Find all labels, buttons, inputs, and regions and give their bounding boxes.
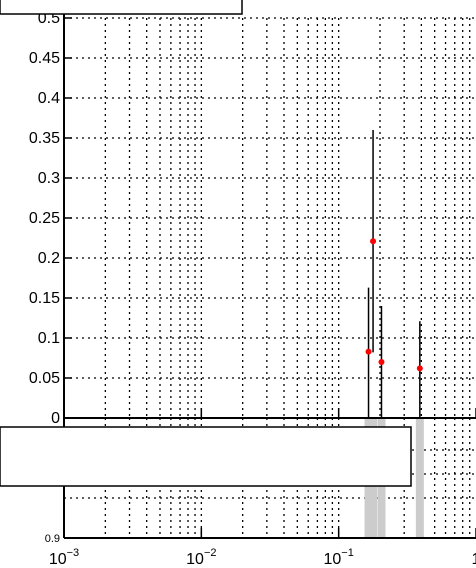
top-left-box bbox=[0, 0, 243, 15]
x-tick-label: 10−3 bbox=[49, 547, 79, 568]
x-tick-label: 10−2 bbox=[186, 547, 216, 568]
y-tick-label: 0 bbox=[51, 410, 60, 427]
legend-box bbox=[0, 426, 412, 487]
top-grid bbox=[64, 17, 476, 418]
data-point bbox=[370, 238, 377, 245]
data-point bbox=[365, 348, 372, 355]
y-tick-label: 0.9 bbox=[45, 533, 60, 545]
y-tick-label: 0.3 bbox=[38, 170, 60, 187]
y-tick-label: 0.45 bbox=[29, 50, 60, 67]
y-tick-label: 0.2 bbox=[38, 250, 60, 267]
tick-labels: 00.050.10.150.20.250.30.350.40.450.50.91… bbox=[29, 10, 476, 568]
data-point bbox=[378, 359, 385, 365]
x-tick-label: 1 bbox=[472, 551, 476, 568]
y-tick-label: 0.15 bbox=[29, 290, 60, 307]
y-tick-label: 0.1 bbox=[38, 330, 60, 347]
y-tick-label: 0.25 bbox=[29, 210, 60, 227]
y-tick-label: 0.05 bbox=[29, 370, 60, 387]
y-tick-label: 0.35 bbox=[29, 130, 60, 147]
bar bbox=[415, 418, 424, 538]
data-point bbox=[416, 365, 423, 372]
error-bars bbox=[367, 130, 421, 418]
y-tick-label: 0.4 bbox=[38, 90, 60, 107]
data-points bbox=[365, 238, 423, 372]
x-tick-label: 10−1 bbox=[323, 547, 353, 568]
